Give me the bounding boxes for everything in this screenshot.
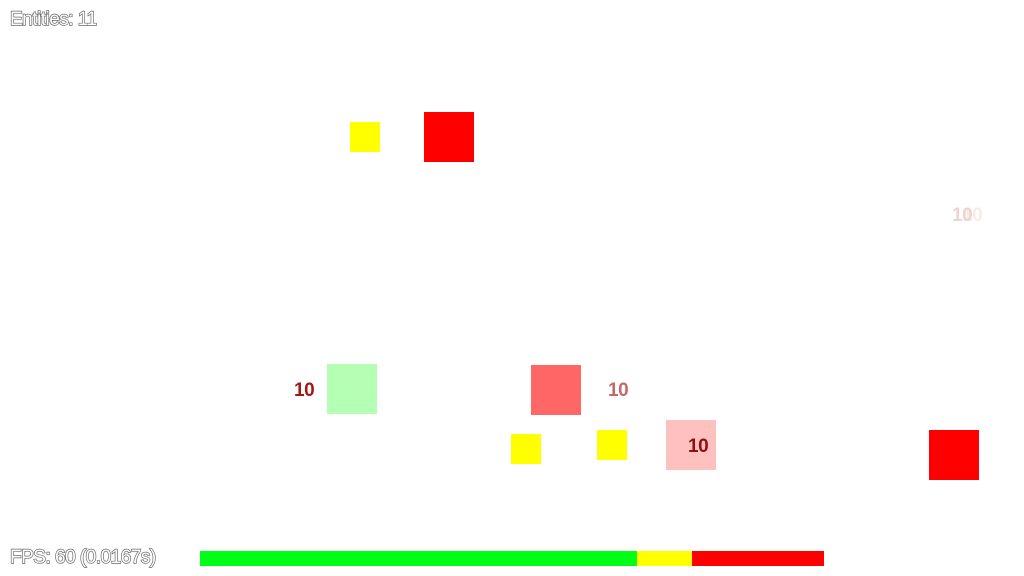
frame-time-good-segment (200, 551, 637, 566)
damage-number: 10 (688, 436, 709, 457)
damage-number: 10 (608, 380, 629, 401)
pickup-square (597, 430, 627, 460)
frame-time-warn-segment (637, 551, 692, 566)
hit-enemy-square (531, 365, 581, 415)
hit-enemy-square (666, 420, 716, 470)
entity-count-label: Entities: 11 (9, 9, 97, 30)
pickup-square (350, 122, 380, 152)
frame-time-bar (200, 551, 824, 566)
healed-square (327, 364, 377, 414)
enemy-square (929, 430, 979, 480)
frame-time-bad-segment (692, 551, 824, 566)
damage-number: 10 (952, 205, 973, 226)
pickup-square (511, 434, 541, 464)
damage-number: 10 (294, 380, 315, 401)
enemy-square (424, 112, 474, 162)
damage-number: 10 (962, 205, 983, 226)
fps-readout: FPS: 60 (0.0167s) (9, 547, 157, 568)
